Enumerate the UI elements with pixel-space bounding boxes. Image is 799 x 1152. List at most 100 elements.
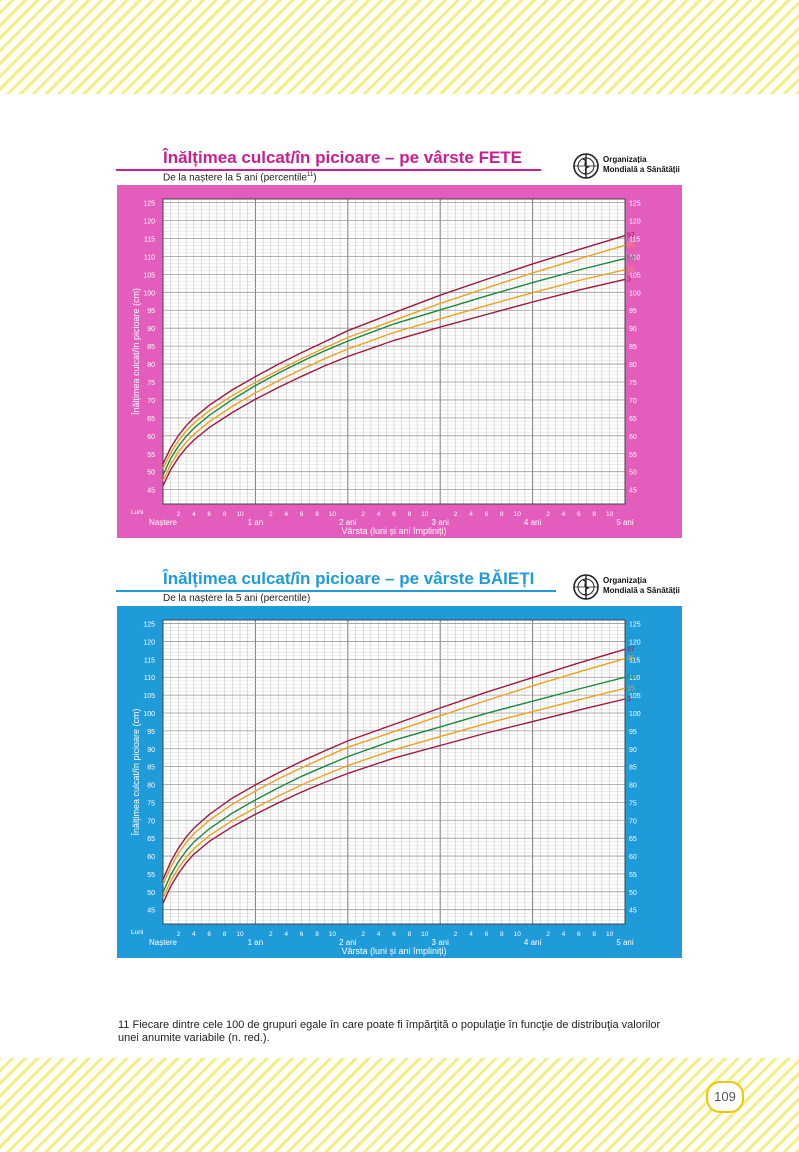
y-tick-label-left: 45: [147, 908, 155, 915]
series-line-p85: [162, 244, 626, 470]
y-tick-label-left: 125: [143, 201, 155, 208]
x-minor-tick-label: 8: [223, 511, 227, 518]
y-tick-label-left: 50: [147, 890, 155, 897]
y-tick-label-right: 60: [629, 854, 637, 861]
x-minor-tick-label: 10: [329, 511, 337, 518]
series-label: 3: [627, 696, 631, 703]
y-tick-label-left: 110: [144, 254, 155, 261]
y-tick-label-right: 90: [629, 747, 637, 754]
x-major-tick-label: 4 ani: [524, 938, 542, 947]
x-major-tick-label: 3 ani: [432, 938, 450, 947]
y-tick-label-right: 80: [629, 783, 637, 790]
y-tick-label-left: 75: [147, 800, 155, 807]
y-tick-label-left: 60: [147, 434, 155, 441]
y-tick-label-left: 70: [147, 398, 155, 405]
y-tick-label-left: 95: [147, 729, 155, 736]
series-label: 97: [627, 233, 635, 240]
x-minor-tick-label: 6: [485, 931, 489, 938]
x-major-tick-label: 5 ani: [616, 518, 634, 527]
x-minor-tick-label: 6: [207, 931, 211, 938]
y-tick-label-right: 90: [629, 326, 637, 333]
title-underline-boys: [116, 590, 556, 592]
x-minor-tick-label: 4: [192, 511, 196, 518]
y-axis-label: Înălțimea culcat/în picioare (cm): [131, 708, 141, 836]
series-label: 50: [627, 256, 635, 263]
y-tick-label-left: 105: [143, 272, 155, 279]
x-minor-tick-label: 10: [421, 931, 429, 938]
series-line-p50: [162, 676, 626, 893]
series-line-p97: [162, 234, 626, 465]
x-minor-tick-label: 2: [546, 511, 550, 518]
y-tick-label-left: 80: [147, 362, 155, 369]
series-label: 85: [627, 242, 635, 249]
x-minor-tick-label: 2: [177, 931, 181, 938]
y-tick-label-right: 65: [629, 836, 637, 843]
series-line-p50: [162, 257, 626, 476]
x-minor-tick-label: 8: [500, 511, 504, 518]
x-minor-tick-label: 4: [377, 931, 381, 938]
y-tick-label-right: 55: [629, 872, 637, 879]
x-minor-tick-label: 6: [300, 511, 304, 518]
x-minor-tick-label: 10: [236, 931, 244, 938]
y-tick-label-right: 75: [629, 380, 637, 387]
y-tick-label-right: 100: [629, 290, 641, 297]
grid: [163, 620, 625, 924]
y-tick-label-left: 65: [147, 416, 155, 423]
x-major-tick-label: 4 ani: [524, 518, 542, 527]
y-tick-label-left: 55: [147, 452, 155, 459]
x-minor-tick-label: 8: [315, 931, 319, 938]
x-major-tick-label: 3 ani: [432, 518, 450, 527]
y-tick-label-right: 95: [629, 729, 637, 736]
y-tick-label-right: 75: [629, 800, 637, 807]
y-tick-label-right: 45: [629, 488, 637, 495]
growth-chart-girls: 45 45 50 50 55 55 60 60 65 65 70 70 75 75 80 80 85 85 90 90…: [131, 198, 641, 536]
y-tick-label-left: 75: [147, 380, 155, 387]
who-emblem-icon: [573, 574, 599, 600]
series-label: 3: [627, 276, 631, 283]
x-minor-tick-label: 6: [577, 511, 581, 518]
x-unit-label: Luni: [131, 509, 143, 516]
x-minor-tick-label: 8: [223, 931, 227, 938]
y-tick-label-right: 115: [629, 236, 640, 243]
series-line-p85: [162, 657, 626, 885]
chart-panel-boys: 45 45 50 50 55 55 60 60 65 65 70 70 75 75 80 80 85 85 90 90…: [117, 606, 682, 958]
y-tick-label-right: 85: [629, 344, 637, 351]
series-line-p15: [162, 687, 626, 899]
y-tick-label-left: 120: [143, 219, 155, 226]
x-major-tick-label: Naștere: [149, 518, 178, 527]
series-label: 97: [627, 646, 635, 653]
x-minor-tick-label: 4: [284, 931, 288, 938]
y-tick-label-left: 85: [147, 344, 155, 351]
x-major-tick-label: 2 ani: [339, 518, 357, 527]
who-org-name: Organizația Mondială a Sănătății: [603, 576, 680, 595]
y-tick-label-left: 60: [147, 854, 155, 861]
bottom-stripe-band: [0, 1058, 799, 1152]
y-tick-label-right: 120: [629, 639, 641, 646]
y-tick-label-right: 80: [629, 362, 637, 369]
y-tick-label-right: 125: [629, 622, 641, 629]
x-minor-tick-label: 6: [485, 511, 489, 518]
y-axis-label: Înălțimea culcat/în picioare (cm): [131, 288, 141, 416]
y-tick-label-left: 115: [144, 236, 155, 243]
x-minor-tick-label: 4: [469, 931, 473, 938]
x-minor-tick-label: 10: [329, 931, 337, 938]
y-tick-label-left: 95: [147, 308, 155, 315]
x-minor-tick-label: 4: [192, 931, 196, 938]
x-minor-tick-label: 10: [421, 511, 429, 518]
y-tick-label-right: 95: [629, 308, 637, 315]
who-emblem-icon: [573, 153, 599, 179]
x-major-tick-label: 1 an: [248, 938, 264, 947]
y-tick-label-right: 70: [629, 398, 637, 405]
series-label: 85: [627, 656, 635, 663]
y-tick-label-right: 65: [629, 416, 637, 423]
y-tick-label-right: 45: [629, 908, 637, 915]
x-minor-tick-label: 4: [469, 511, 473, 518]
x-minor-tick-label: 2: [177, 511, 181, 518]
x-major-tick-label: 2 ani: [339, 938, 357, 947]
y-tick-label-right: 110: [629, 254, 640, 261]
series-label: 50: [627, 674, 635, 681]
x-minor-tick-label: 8: [592, 511, 596, 518]
who-logo-girls: Organizația Mondială a Sănătății: [572, 152, 680, 185]
y-tick-label-right: 60: [629, 434, 637, 441]
x-minor-tick-label: 8: [408, 511, 412, 518]
